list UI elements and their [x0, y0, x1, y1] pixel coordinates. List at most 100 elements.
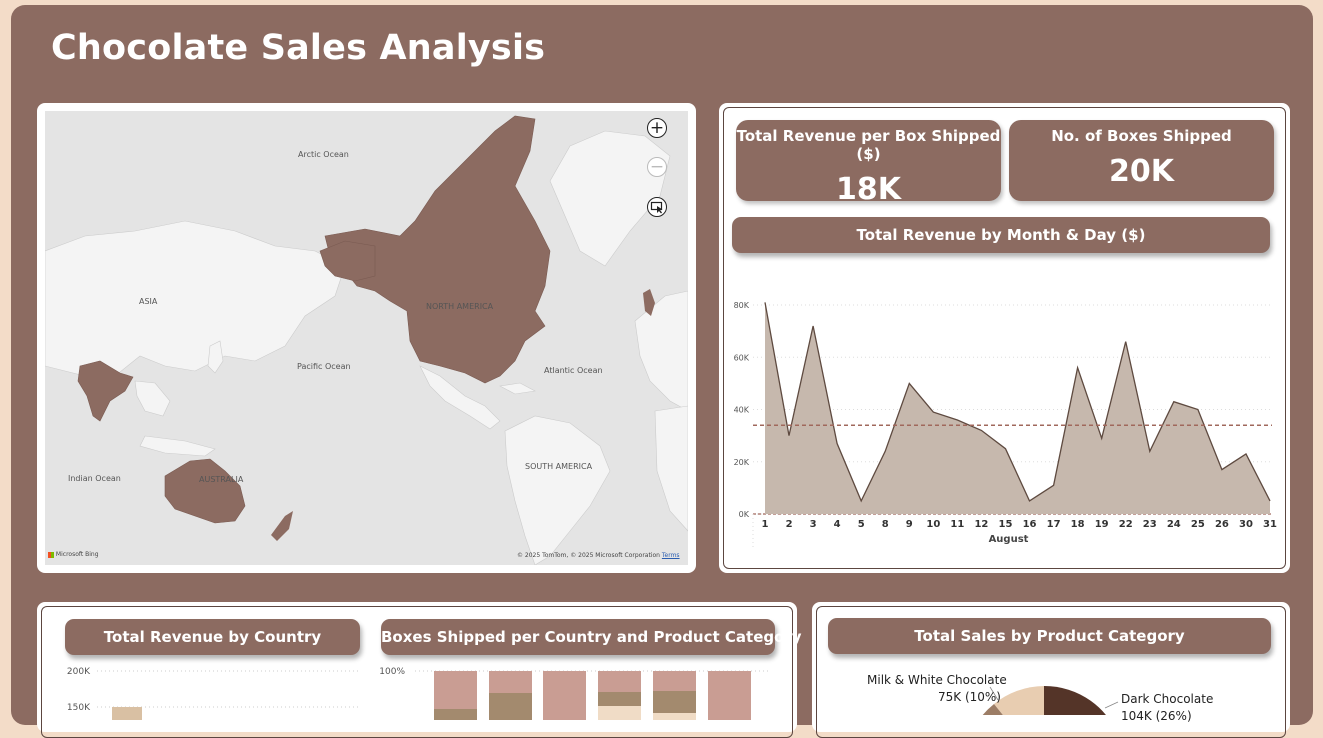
pie-slice-other[interactable] [964, 704, 1044, 715]
data-point[interactable] [1099, 435, 1105, 441]
kpi-boxes-shipped: No. of Boxes Shipped 20K [1009, 120, 1274, 201]
data-point[interactable] [1243, 451, 1249, 457]
stacked-bar[interactable] [543, 671, 586, 720]
country-chart-title: Total Revenue by Country [65, 619, 360, 655]
x-tick-label: 16 [1023, 519, 1037, 530]
data-point[interactable] [930, 409, 936, 415]
pie-label-dark-value: 104K (26%) [1121, 709, 1192, 723]
x-tick-label: 4 [834, 519, 841, 530]
data-point[interactable] [954, 417, 960, 423]
data-point[interactable] [858, 498, 864, 504]
x-axis-title: August [989, 534, 1029, 545]
x-tick-label: 18 [1071, 519, 1085, 530]
data-point[interactable] [906, 380, 912, 386]
data-point[interactable] [1195, 407, 1201, 413]
data-point[interactable] [1171, 399, 1177, 405]
zoom-out-button[interactable]: − [647, 157, 667, 177]
data-point[interactable] [1267, 498, 1273, 504]
map-terms-link[interactable]: Terms [661, 552, 680, 559]
x-tick-label: 24 [1167, 519, 1181, 530]
data-point[interactable] [1123, 339, 1129, 345]
y-tick-label: 20K [734, 458, 750, 467]
data-point[interactable] [1219, 467, 1225, 473]
map-label-arctic: Arctic Ocean [298, 150, 349, 159]
y-tick-label: 60K [734, 353, 750, 362]
y-tick-label: 150K [67, 703, 91, 713]
microsoft-logo-icon [48, 551, 54, 558]
stacked-bar[interactable] [489, 671, 532, 720]
x-tick-label: 2 [786, 519, 793, 530]
map-label-asia: ASIA [139, 297, 158, 306]
revenue-line[interactable] [764, 302, 1271, 503]
stacked-bar[interactable] [434, 671, 477, 720]
bar[interactable] [112, 707, 142, 720]
x-tick-label: 22 [1119, 519, 1133, 530]
stacked-bar[interactable] [708, 671, 751, 720]
stacked-bar[interactable] [598, 671, 641, 720]
select-region-button[interactable] [647, 197, 667, 217]
world-map [45, 115, 688, 565]
y-tick-label: 200K [67, 667, 91, 677]
y-tick-label: 80K [734, 301, 750, 310]
data-point[interactable] [834, 440, 840, 446]
north-america-region [324, 115, 551, 384]
x-tick-label: 9 [906, 519, 913, 530]
country-bar-chart[interactable]: 200K 150K [60, 660, 370, 720]
x-tick-label: 26 [1215, 519, 1229, 530]
india-region [77, 360, 134, 422]
x-tick-label: 15 [999, 519, 1013, 530]
data-point[interactable] [1075, 365, 1081, 371]
kpi-value: 20K [1109, 154, 1174, 189]
data-point[interactable] [1051, 482, 1057, 488]
y-tick-label: 0K [739, 510, 750, 519]
x-tick-label: 30 [1239, 519, 1253, 530]
x-tick-label: 8 [882, 519, 889, 530]
data-point[interactable] [882, 448, 888, 454]
map-provider: Microsoft Bing [55, 551, 99, 558]
category-pie-chart[interactable] [960, 680, 1130, 715]
select-region-icon [650, 201, 663, 214]
leader-line [989, 686, 999, 701]
stacked-bar[interactable] [653, 671, 696, 720]
map-label-south-america: SOUTH AMERICA [525, 462, 593, 471]
pie-label-milk-name: Milk & White Chocolate [867, 673, 1007, 687]
page-title: Chocolate Sales Analysis [51, 28, 546, 68]
pie-slice-dark[interactable] [1044, 685, 1120, 715]
map-label-atlantic: Atlantic Ocean [544, 366, 603, 375]
x-tick-label: 3 [810, 519, 817, 530]
x-tick-label: 23 [1143, 519, 1157, 530]
boxes-chart-title: Boxes Shipped per Country and Product Ca… [381, 619, 802, 655]
map-view[interactable]: Arctic Ocean ASIA NORTH AMERICA Pacific … [45, 111, 688, 565]
bing-logo: Microsoft Bing [48, 551, 99, 558]
area-fill [765, 302, 1270, 514]
map-card: Arctic Ocean ASIA NORTH AMERICA Pacific … [37, 103, 696, 573]
boxes-stacked-chart[interactable]: 100% [380, 660, 775, 720]
x-tick-label: 12 [974, 519, 988, 530]
category-chart-title: Total Sales by Product Category [828, 618, 1271, 654]
x-tick-label: 17 [1047, 519, 1061, 530]
data-point[interactable] [762, 299, 768, 305]
zoom-in-button[interactable]: + [647, 118, 667, 138]
data-point[interactable] [1027, 498, 1033, 504]
pie-slice-milk[interactable] [994, 686, 1044, 715]
x-tick-label: 5 [858, 519, 865, 530]
y-tick-label: 100% [380, 667, 405, 677]
data-point[interactable] [978, 427, 984, 433]
kpi-value: 18K [836, 172, 901, 207]
pie-label-dark-name: Dark Chocolate [1121, 692, 1214, 706]
line-chart-title: Total Revenue by Month & Day ($) [732, 217, 1270, 253]
data-point[interactable] [1147, 448, 1153, 454]
x-tick-label: 25 [1191, 519, 1205, 530]
x-tick-label: 19 [1095, 519, 1109, 530]
data-point[interactable] [1002, 446, 1008, 452]
map-label-indian: Indian Ocean [68, 474, 121, 483]
x-tick-label: 31 [1263, 519, 1277, 530]
leader-line [1104, 701, 1119, 709]
map-label-north-america: NORTH AMERICA [426, 302, 494, 311]
kpi-label: Total Revenue per Box Shipped ($) [736, 127, 1001, 163]
y-tick-label: 40K [734, 406, 750, 415]
data-point[interactable] [786, 433, 792, 439]
x-tick-label: 10 [926, 519, 940, 530]
data-point[interactable] [810, 323, 816, 329]
